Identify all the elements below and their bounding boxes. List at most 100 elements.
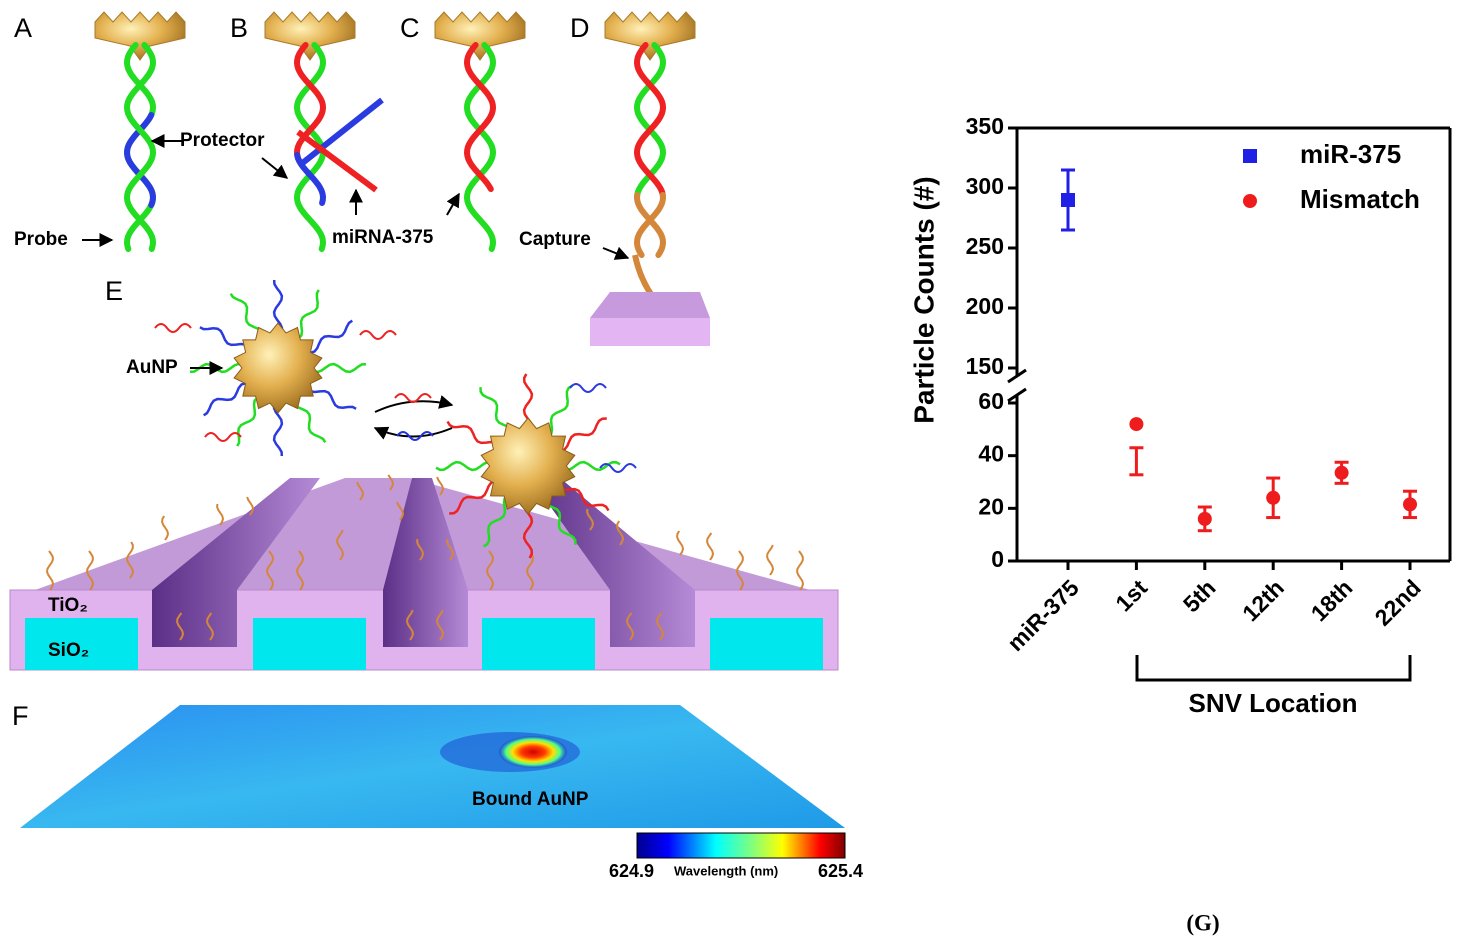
capture-wire (626, 612, 635, 641)
gold-surface (264, 11, 356, 61)
x-tick-label: 12th (1237, 574, 1289, 626)
heatmap (20, 705, 845, 828)
capture-wire (296, 550, 305, 591)
strand (633, 42, 667, 198)
gold-surface (434, 11, 526, 61)
x-tick-label: 1st (1110, 574, 1152, 616)
y-tick-label: 20 (978, 493, 1004, 519)
helices (94, 11, 696, 559)
panel-label: E (105, 276, 123, 306)
strand (204, 432, 242, 442)
trench (383, 478, 468, 647)
strand (463, 42, 497, 192)
error-bar (1129, 446, 1144, 477)
y-tick-label: 350 (966, 113, 1004, 139)
sio2-block (25, 618, 138, 670)
y-tick-label: 150 (966, 353, 1004, 379)
colorbar (636, 832, 846, 859)
capture-wire (736, 550, 745, 591)
axis-break (1007, 387, 1027, 403)
strand (633, 192, 667, 258)
trench (152, 478, 320, 647)
strand (293, 42, 327, 168)
capture-wire (676, 530, 685, 556)
strand (463, 42, 497, 252)
point (1403, 497, 1417, 512)
gold-surface (94, 11, 186, 61)
capture-wire (216, 503, 225, 526)
capture-wire (586, 508, 595, 531)
x-tick-label: miR-375 (1002, 574, 1084, 656)
point (1061, 193, 1075, 207)
point (1197, 511, 1212, 526)
arrow (373, 426, 453, 440)
capture-wire (616, 520, 625, 546)
strand (296, 129, 378, 193)
capture-wire (336, 529, 345, 561)
diagram: A B C D E F Protector Probe miRNA-375 Ca… (9, 11, 1220, 935)
gold-nanoparticle (480, 417, 576, 515)
strand (396, 431, 434, 441)
gold-nanoparticle (233, 322, 323, 414)
strand (154, 323, 192, 333)
y-tick-label: 0 (991, 546, 1004, 572)
capture-wire (356, 481, 365, 501)
capture-wire (446, 538, 455, 561)
sio2-block (253, 618, 366, 670)
capture-wire (176, 612, 185, 641)
y-tick-label: 300 (966, 173, 1004, 199)
capture-wire (706, 532, 715, 561)
capture-wire (406, 609, 415, 641)
label: TiO₂ (48, 595, 88, 616)
capture-wire (436, 609, 445, 641)
y-tick-label: 250 (966, 233, 1004, 259)
capture-wire (396, 501, 405, 521)
point (1334, 465, 1349, 480)
block-top (590, 292, 710, 318)
panel-label: F (12, 701, 29, 731)
strand (633, 192, 667, 258)
panel-label: D (570, 13, 590, 43)
point (1266, 490, 1281, 505)
trench (530, 478, 695, 647)
y-tick-label: 200 (966, 293, 1004, 319)
capture-wire (387, 474, 395, 491)
heatmap-peak (499, 736, 567, 768)
point (1129, 417, 1144, 432)
capture-wire (766, 544, 775, 576)
label: SiO₂ (48, 640, 89, 661)
capture-wire (436, 476, 445, 496)
arrow (446, 192, 460, 216)
y-tick-label: 40 (978, 441, 1004, 467)
y-axis-label: Particle Counts (#) (908, 176, 939, 423)
arrow (602, 246, 630, 260)
x-tick-label: 22nd (1369, 574, 1425, 630)
chart: Particle Counts (#) SNV Location 0 20 40 60… (908, 113, 1452, 718)
capture-wire (526, 553, 535, 591)
colorbar-title: Wavelength (nm) (674, 863, 778, 878)
strand (633, 42, 667, 201)
colorbar-min: 624.9 (609, 861, 654, 881)
capture-wire (266, 550, 275, 591)
capture-wire (126, 541, 135, 579)
sio2-block (482, 618, 595, 670)
arrow (261, 157, 289, 179)
point (1243, 149, 1257, 163)
capture-wire (246, 496, 255, 516)
panel-label: B (230, 13, 248, 43)
x-tick-label: 18th (1306, 574, 1358, 626)
label: Bound AuNP (472, 789, 589, 810)
point (1243, 194, 1257, 208)
colorbar-max: 625.4 (818, 861, 863, 881)
strand (599, 463, 637, 473)
axis-break (1007, 368, 1027, 384)
strand (394, 393, 432, 403)
label: miRNA-375 (332, 227, 434, 248)
capture-wire (46, 550, 55, 591)
capture-wire (161, 515, 170, 541)
block-front (590, 318, 710, 346)
strand (569, 383, 607, 393)
capture-wire (86, 550, 95, 591)
caption: (G) (1186, 910, 1219, 935)
